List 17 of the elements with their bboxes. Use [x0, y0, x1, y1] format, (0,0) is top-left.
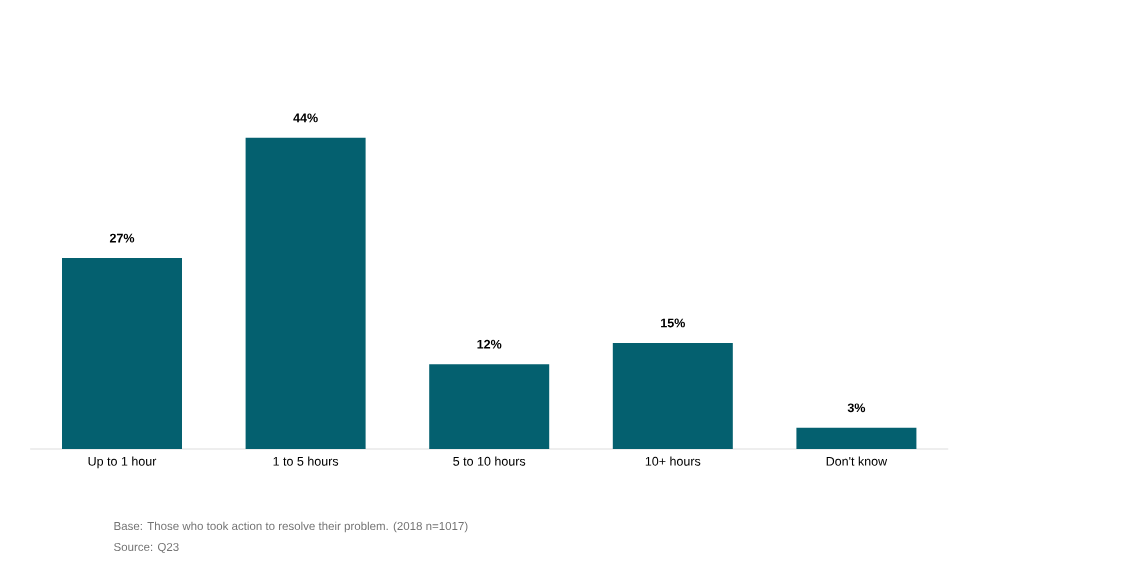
bar	[429, 364, 550, 449]
x-tick-label: 10+ hours	[645, 456, 701, 466]
source-note: Source: Q23	[114, 542, 179, 554]
data-label: 44%	[293, 113, 318, 123]
data-label: 27%	[109, 233, 135, 243]
bar	[796, 427, 917, 449]
x-tick-label: 5 to 10 hours	[453, 456, 526, 466]
data-label: 12%	[477, 339, 502, 349]
bar	[612, 342, 733, 449]
data-label: 15%	[661, 318, 685, 328]
x-tick-label: Don't know	[826, 456, 888, 466]
bar	[245, 137, 366, 449]
x-tick-label: Up to 1 hour	[88, 456, 157, 469]
bar	[62, 258, 182, 449]
text: Base: Those who took action to resolve their problem. (2018 n=1017)	[114, 521, 468, 533]
x-tick-label: 1 to 5 hours	[273, 456, 339, 466]
data-label: 3%	[847, 403, 866, 413]
